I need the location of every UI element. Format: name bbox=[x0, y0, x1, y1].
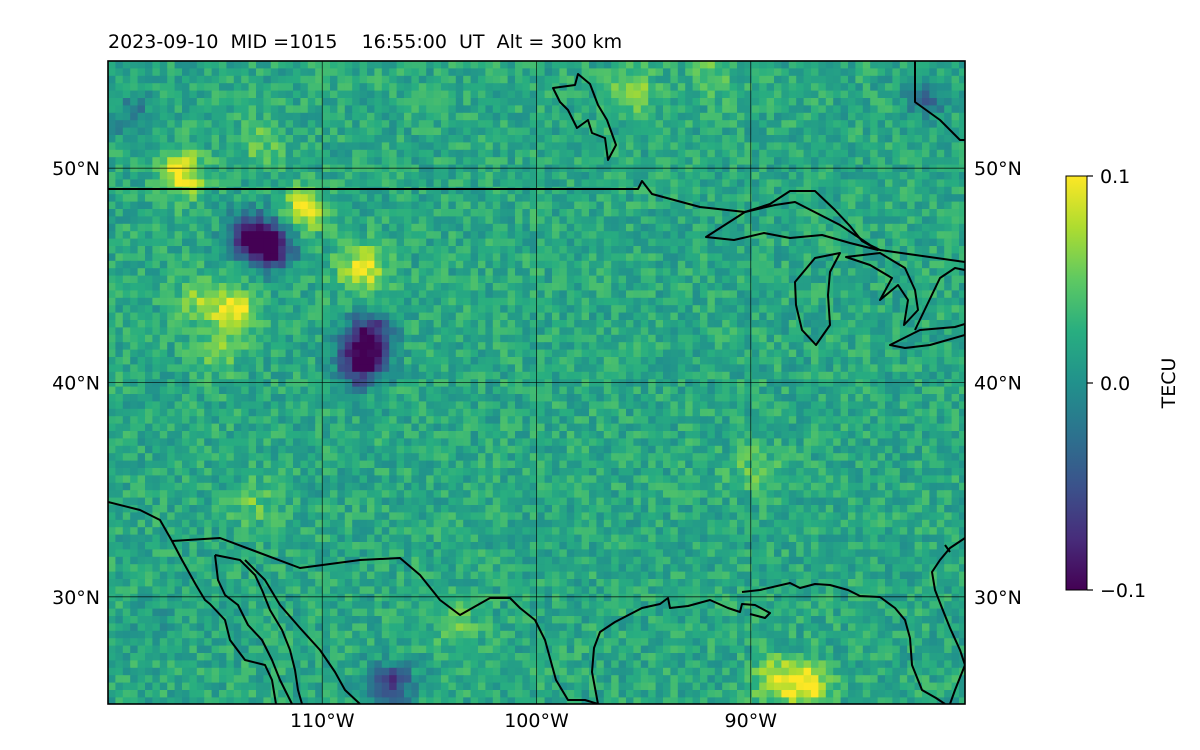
pacific-coast-mexico bbox=[108, 501, 277, 704]
gulf-of-california-coast bbox=[244, 559, 361, 704]
gulf-coast-texas-louisiana bbox=[591, 597, 771, 704]
atlantic-coast bbox=[931, 537, 965, 666]
longitude-tick-labels: 110°W 100°W 90°W bbox=[290, 710, 777, 732]
lake-huron-coast bbox=[845, 252, 919, 326]
colorbar-tick-label: −0.1 bbox=[1100, 580, 1146, 602]
map-frame bbox=[107, 60, 966, 705]
colorbar-tick-label: 0.0 bbox=[1100, 373, 1130, 395]
x-tick-label: 110°W bbox=[290, 710, 355, 732]
labrador-coast bbox=[914, 61, 965, 141]
y-tick-label-right: 40°N bbox=[974, 373, 1022, 395]
y-tick-label-right: 50°N bbox=[974, 158, 1022, 180]
tec-heatmap bbox=[108, 61, 965, 704]
lat-lon-gridlines bbox=[108, 61, 965, 704]
gulf-coast-east bbox=[944, 544, 965, 704]
colorbar-ticks: 0.1 0.0 −0.1 bbox=[1087, 166, 1146, 602]
lake-michigan-coast bbox=[794, 252, 841, 346]
latitude-tick-labels: 50°N 50°N 40°N 40°N 30°N 30°N bbox=[52, 158, 1022, 609]
chart-title: 2023-09-10 MID =1015 16:55:00 UT Alt = 3… bbox=[108, 31, 622, 53]
x-tick-label: 100°W bbox=[504, 710, 569, 732]
lake-superior-coast bbox=[705, 190, 879, 251]
coastlines-and-borders bbox=[108, 61, 965, 704]
colorbar-label: TECU bbox=[1158, 358, 1180, 410]
lake-erie-ontario-coast bbox=[889, 267, 965, 349]
colorbar bbox=[1065, 175, 1088, 591]
y-tick-label-right: 30°N bbox=[974, 587, 1022, 609]
y-tick-label-left: 30°N bbox=[52, 587, 100, 609]
baja-california-coast bbox=[214, 554, 303, 704]
colorbar-tick-label: 0.1 bbox=[1100, 166, 1130, 188]
hudson-bay-coast bbox=[552, 73, 617, 161]
y-tick-label-left: 50°N bbox=[52, 158, 100, 180]
x-tick-label: 90°W bbox=[725, 710, 778, 732]
y-tick-label-left: 40°N bbox=[52, 373, 100, 395]
us-mexico-border bbox=[171, 537, 599, 704]
